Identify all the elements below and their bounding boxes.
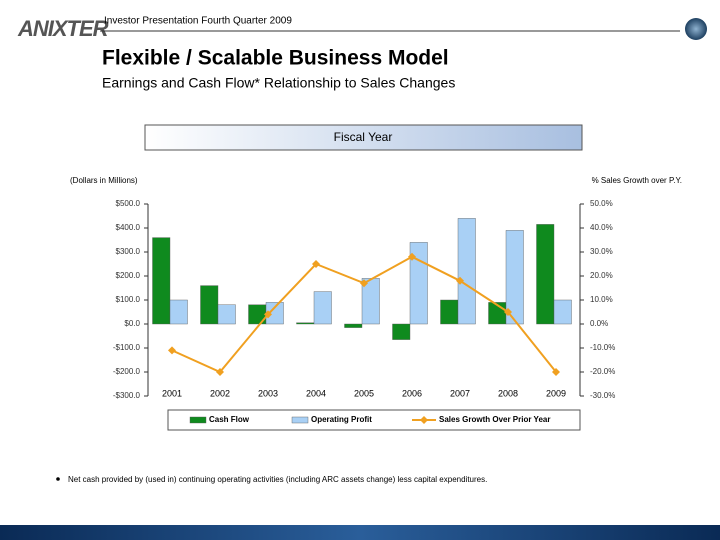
bar xyxy=(536,224,555,325)
y2-axis-label: % Sales Growth over P.Y. xyxy=(592,176,682,185)
footer-bar xyxy=(0,525,720,540)
y-tick-label: $100.0 xyxy=(116,295,141,304)
x-tick-label: 2001 xyxy=(162,388,182,398)
x-tick-label: 2005 xyxy=(354,388,374,398)
y-tick-label: $500.0 xyxy=(116,199,141,208)
y2-tick-label: 50.0% xyxy=(590,199,613,208)
fiscal-year-box xyxy=(144,124,583,151)
legend-swatch xyxy=(189,416,207,424)
bar xyxy=(553,299,572,325)
x-tick-label: 2004 xyxy=(306,388,326,398)
y-tick-label: $0.0 xyxy=(124,319,140,328)
bar xyxy=(440,299,459,325)
slide-title: Flexible / Scalable Business Model xyxy=(102,47,449,70)
line-marker xyxy=(168,346,176,355)
y2-tick-label: -10.0% xyxy=(590,343,615,352)
legend-label: Sales Growth Over Prior Year xyxy=(439,415,550,424)
globe-icon xyxy=(685,18,707,40)
y2-tick-label: -20.0% xyxy=(590,367,615,376)
line-marker xyxy=(312,260,320,268)
y2-tick-label: 30.0% xyxy=(590,247,613,256)
bar xyxy=(505,230,524,325)
legend-label: Cash Flow xyxy=(209,415,250,424)
slide-subtitle: Earnings and Cash Flow* Relationship to … xyxy=(102,75,455,91)
line-marker xyxy=(504,308,512,316)
header-title: Investor Presentation Fourth Quarter 200… xyxy=(104,16,292,27)
y2-tick-label: -30.0% xyxy=(590,391,615,400)
bar xyxy=(313,291,332,325)
y-axis-label: (Dollars in Millions) xyxy=(70,176,138,185)
y-tick-label: -$100.0 xyxy=(113,343,141,352)
x-tick-label: 2009 xyxy=(546,388,566,398)
y-tick-label: -$200.0 xyxy=(113,367,141,376)
logo: ANIXTER xyxy=(17,16,109,41)
x-tick-label: 2003 xyxy=(258,388,278,398)
x-tick-label: 2007 xyxy=(450,388,470,398)
bullet xyxy=(56,477,60,481)
x-tick-label: 2002 xyxy=(210,388,230,398)
bar xyxy=(392,323,411,340)
line-marker xyxy=(552,368,560,376)
bar xyxy=(344,323,363,328)
y2-tick-label: 20.0% xyxy=(590,271,613,280)
y-tick-label: $300.0 xyxy=(116,247,141,256)
bar xyxy=(457,218,476,325)
line-marker xyxy=(360,279,368,288)
line-marker xyxy=(216,368,224,376)
line-marker xyxy=(408,252,416,261)
bar xyxy=(200,285,219,325)
y-tick-label: $400.0 xyxy=(116,223,141,232)
x-tick-label: 2006 xyxy=(402,388,422,398)
chart-title: Fiscal Year xyxy=(334,130,393,144)
line-marker xyxy=(456,276,464,285)
bar xyxy=(217,304,236,325)
bar xyxy=(152,237,171,325)
y-tick-label: $200.0 xyxy=(116,271,141,280)
bar xyxy=(296,322,315,325)
x-tick-label: 2008 xyxy=(498,388,518,398)
legend-swatch-marker xyxy=(420,416,428,424)
footnote: Net cash provided by (used in) continuin… xyxy=(68,475,487,484)
bar xyxy=(169,299,188,325)
legend-label: Operating Profit xyxy=(311,415,372,424)
y2-tick-label: 0.0% xyxy=(590,319,608,328)
line-marker xyxy=(264,310,272,319)
y2-tick-label: 10.0% xyxy=(590,295,613,304)
y2-tick-label: 40.0% xyxy=(590,223,613,232)
legend-box xyxy=(167,409,581,431)
legend-swatch xyxy=(291,416,309,424)
y-tick-label: -$300.0 xyxy=(113,391,141,400)
